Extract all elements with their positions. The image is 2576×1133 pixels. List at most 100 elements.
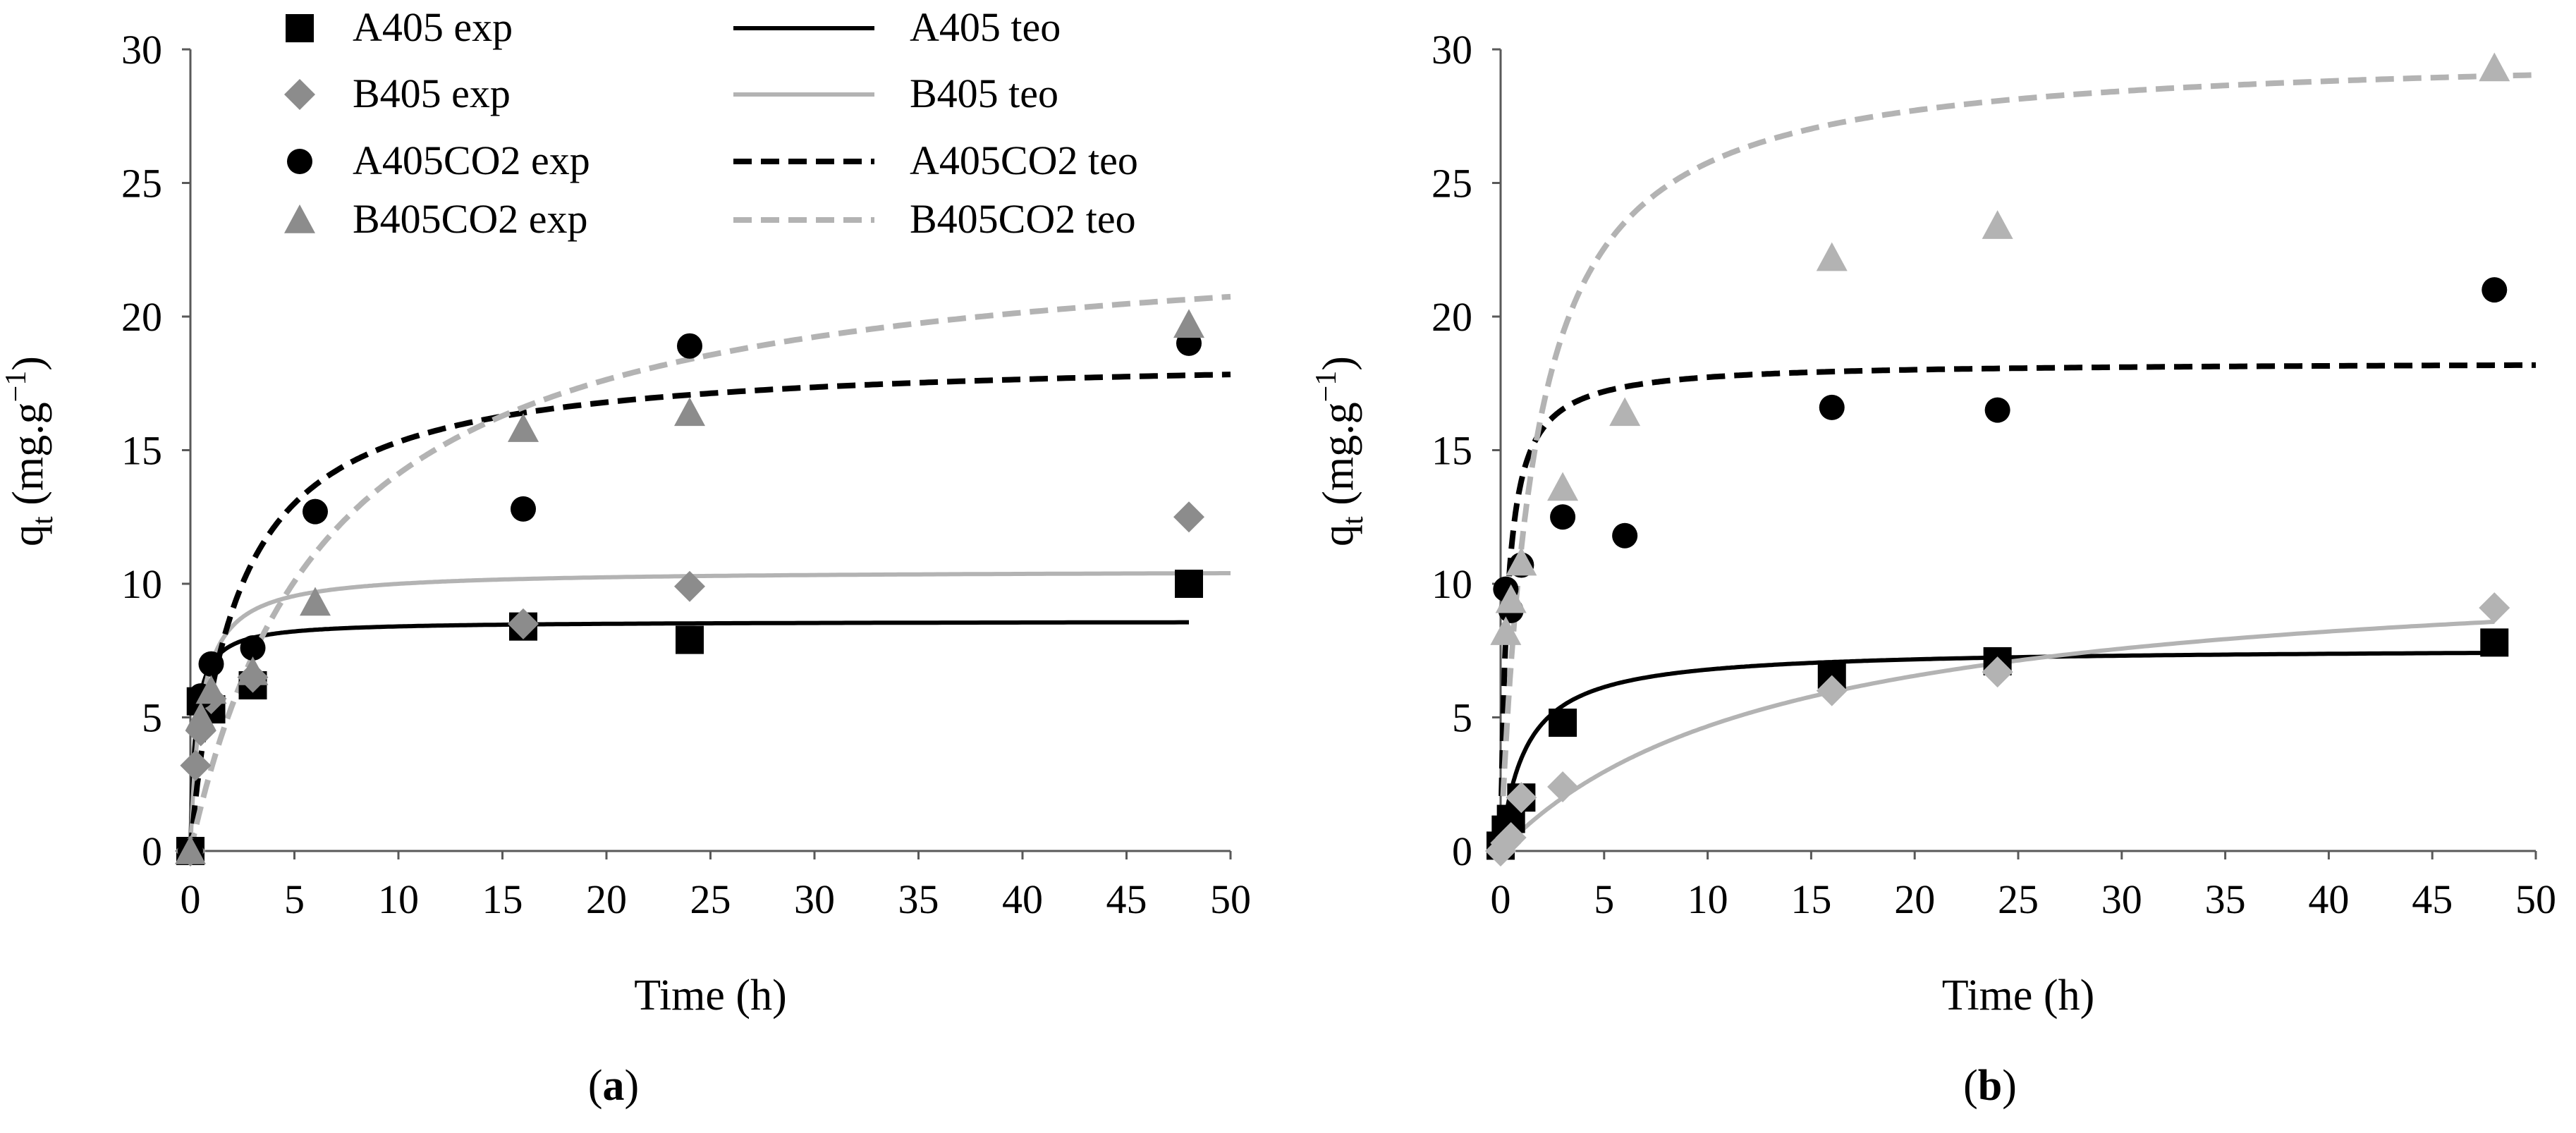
panel-b-x-tick-label: 5 <box>1594 876 1614 922</box>
panel-b-x-axis-title: Time (h) <box>1942 972 2094 1019</box>
panel-a-y-tick-label: 0 <box>142 828 162 874</box>
panel-a-point-b405-exp <box>180 749 212 781</box>
panel-b-y-tick-label: 25 <box>1432 161 1472 207</box>
panel-b-point-b405-exp <box>2479 592 2510 624</box>
panel-b-x-tick-label: 35 <box>2205 876 2246 922</box>
panel-b-point-b405co2-exp <box>1547 472 1579 501</box>
panel-b-point-a405-exp <box>1549 709 1577 737</box>
panel-b-series-b405-teo <box>1498 620 2495 853</box>
panel-b-series-b405co2-exp <box>1490 52 2510 645</box>
legend-a405-exp-label: A405 exp <box>353 4 513 50</box>
panel-b-point-a405co2-exp <box>1550 504 1576 530</box>
panel-a-point-b405-exp <box>508 608 539 639</box>
panel-a-point-a405co2-exp <box>198 651 224 677</box>
legend-b405-exp-marker <box>284 79 315 110</box>
panel-b-point-b405-exp <box>1547 771 1579 803</box>
panel-a-point-b405co2-exp <box>674 397 705 427</box>
legend-b405co2-teo: B405CO2 teo <box>733 196 1136 242</box>
panel-b-y-tick-label: 15 <box>1432 428 1472 474</box>
legend-a405co2-exp-label: A405CO2 exp <box>353 137 590 183</box>
legend-b405co2-exp-label: B405CO2 exp <box>353 196 588 242</box>
panel-b-y-tick-label: 20 <box>1432 294 1472 340</box>
panel-b-series-a405co2-teo <box>1498 362 2536 851</box>
legend: A405 exp A405 teo B405 exp B405 teo A405CO2 … <box>284 4 1138 242</box>
panel-b-point-b405co2-exp <box>1506 546 1537 576</box>
panel-a-x-tick-label: 20 <box>586 876 627 922</box>
panel-b-point-a405co2-exp <box>2482 277 2508 303</box>
panel-b-point-a405co2-exp <box>1612 522 1638 549</box>
panel-a-x-tick-label: 40 <box>1002 876 1043 922</box>
panel-a-series-a405-teo <box>188 620 1189 851</box>
panel-b-x-tick-label: 0 <box>1491 876 1511 922</box>
panel-b-point-b405co2-exp <box>1609 397 1641 427</box>
panel-b-point-a405-exp <box>2480 628 2509 657</box>
panel-a-point-b405-exp <box>185 715 216 747</box>
panel-b-y-tick-label: 10 <box>1432 561 1472 607</box>
legend-b405-exp-label: B405 exp <box>353 71 511 116</box>
panel-b-point-b405-exp <box>1506 782 1537 814</box>
panel-a-x-tick-label: 0 <box>181 876 201 922</box>
panel-a-series-a405co2-teo <box>188 372 1231 852</box>
panel-a-label: (a) <box>588 1062 639 1110</box>
legend-b405-teo-label: B405 teo <box>910 71 1058 116</box>
panel-a-y-tick-label: 5 <box>142 695 162 741</box>
panel-a-series-a405-exp <box>176 570 1203 865</box>
legend-a405co2-exp-marker <box>287 149 312 174</box>
panel-a-series-b405co2-exp <box>175 309 1204 864</box>
legend-b405co2-teo-label: B405CO2 teo <box>910 196 1136 242</box>
panel-a-point-a405co2-exp <box>677 333 702 359</box>
panel-a-x-tick-label: 50 <box>1210 876 1251 922</box>
panel-b-point-b405co2-exp <box>2479 52 2510 82</box>
panel-a-point-b405co2-exp <box>175 835 206 864</box>
panel-b-y-axis-title: qt (mg.g−1) <box>1310 356 1369 546</box>
panel-a-point-a405-exp <box>676 625 704 654</box>
panel-b-x-tick-label: 25 <box>1998 876 2039 922</box>
panel-b-point-b405-exp <box>1816 675 1848 706</box>
panel-b-x-tick-label: 50 <box>2515 876 2556 922</box>
panel-b-y-tick-label: 5 <box>1452 695 1472 741</box>
panel-b-x-tick-label: 45 <box>2412 876 2453 922</box>
panel-b-series-b405-exp <box>1485 592 2510 866</box>
panel-a-series-b405co2-teo <box>188 293 1231 852</box>
legend-a405-teo-label: A405 teo <box>910 4 1061 50</box>
panel-b-point-b405co2-exp <box>1490 616 1522 645</box>
panel-b-point-a405co2-exp <box>1984 397 2010 423</box>
panel-b-x-tick-label: 30 <box>2101 876 2142 922</box>
panel-b-label: (b) <box>1963 1062 2017 1110</box>
panel-a-point-a405-exp <box>1175 570 1203 598</box>
panel-a-x-axis-title: Time (h) <box>634 972 786 1019</box>
panel-b-x-tick-label: 15 <box>1790 876 1831 922</box>
panel-b-point-a405co2-exp <box>1819 394 1845 420</box>
legend-b405-teo: B405 teo <box>733 71 1058 116</box>
panel-b-x-tick-label: 20 <box>1894 876 1935 922</box>
panel-a-point-b405co2-exp <box>185 702 216 731</box>
panel-b-series-b405co2-teo <box>1498 72 2537 851</box>
panel-a-x-tick-label: 15 <box>482 876 523 922</box>
legend-b405co2-exp-marker <box>284 204 315 233</box>
panel-b-chart: 0 5 10 15 20 25 30 35 40 45 50 0 5 10 15 20 25 30 Time (h)… <box>1310 27 2556 1019</box>
panel-a-point-a405co2-exp <box>303 498 328 525</box>
panel-a-point-a405co2-exp <box>511 496 536 522</box>
panel-b-x-tick-label: 10 <box>1687 876 1728 922</box>
panel-b-x-tick-label: 40 <box>2308 876 2349 922</box>
panel-a-series-b405-exp <box>175 501 1204 866</box>
panel-a-y-tick-label: 25 <box>121 161 162 207</box>
panel-a-point-a405co2-exp <box>240 635 266 661</box>
panel-a-y-tick-label: 10 <box>121 561 162 607</box>
legend-a405co2-teo: A405CO2 teo <box>733 137 1138 183</box>
panel-b-point-b405-exp <box>1495 822 1527 854</box>
legend-a405co2-exp: A405CO2 exp <box>287 137 590 183</box>
panel-a-x-tick-label: 10 <box>378 876 419 922</box>
panel-b-point-b405co2-exp <box>1495 584 1527 613</box>
legend-a405-teo: A405 teo <box>733 4 1061 50</box>
panel-a-x-tick-label: 25 <box>690 876 731 922</box>
panel-a-point-b405co2-exp <box>508 413 539 442</box>
legend-a405-exp: A405 exp <box>286 4 513 50</box>
panel-a-x-tick-label: 30 <box>794 876 835 922</box>
panel-a-point-b405co2-exp <box>300 587 331 616</box>
panel-a-point-b405co2-exp <box>195 675 227 704</box>
legend-b405-exp: B405 exp <box>284 71 511 116</box>
panel-b-y-tick-label: 30 <box>1432 27 1472 73</box>
panel-a-point-b405-exp <box>674 570 705 602</box>
